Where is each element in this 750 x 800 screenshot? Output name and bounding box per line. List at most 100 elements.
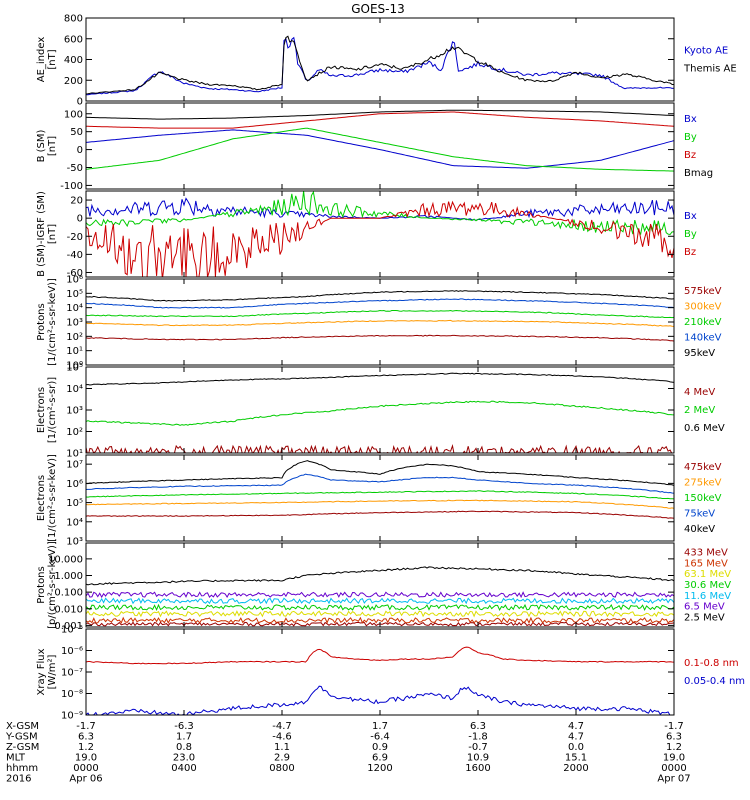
series-group [86,109,674,172]
ytick-label: -100 [60,181,83,192]
series-line-0 [86,334,674,342]
legend-entry: 63.1 MeV [684,569,731,580]
legend-entry: 95keV [684,348,715,359]
legend-entry: 0.05-0.4 nm [684,676,745,687]
ephemeris-value: -0.7 [468,742,488,753]
ytick-label: 200 [64,76,83,87]
legend-entry: 433 MeV [684,547,728,558]
ytick-label: 10⁶ [66,275,83,286]
ephemeris-value: 1200 [367,763,392,774]
legend-entry: 2 MeV [684,405,715,416]
ytick-label: 0 [77,145,83,156]
ephemeris-value: 1.7 [176,732,192,743]
legend-entry: 40keV [684,524,715,535]
legend-entry: 475keV [684,462,722,473]
panel-protons: 10⁰ 10¹ 10² 10³ 10⁴ 10⁵ 10⁶ Protons[1/(cm²-s-sr… [36,275,722,372]
series-group [86,566,674,627]
ephemeris-row-label: Z-GSM [6,742,39,753]
series-group [86,35,674,96]
ytick-label: 10⁴ [66,517,83,528]
ytick-label: 100 [64,109,83,120]
ytick-label: 800 [64,14,83,25]
series-line-1 [86,127,674,172]
ytick-label: 10² [66,427,83,438]
ephemeris-value: 15.1 [565,753,587,764]
ytick-label: 0.001 [54,621,83,632]
series-line-1 [86,400,674,426]
series-line-5 [86,591,674,599]
legend-entry: 75keV [684,509,715,520]
ephemeris-value: -6.3 [174,721,194,732]
series-line-3 [86,109,674,120]
legend-entry: 4 MeV [684,387,715,398]
legend-entry: Bx [684,211,697,222]
ytick-label: -40 [67,250,83,261]
series-group [86,372,674,453]
ytick-label: 0.010 [54,604,83,615]
panel-frame [85,102,675,190]
ytick-label: 600 [64,34,83,45]
ytick-label: 20 [70,196,83,207]
series-line-0 [86,646,674,665]
legend-entry: By [684,132,697,143]
ytick-label: 10⁻⁹ [61,711,83,722]
ytick-label: -20 [67,232,83,243]
series-line-0 [86,36,674,96]
ytick-label: 10⁰ [66,361,83,372]
series-group [86,646,674,715]
ephemeris-value: 6.3 [666,732,682,743]
series-line-0 [86,129,674,169]
ytick-label: 10⁻⁵ [61,625,83,636]
legend-entry: 11.6 MeV [684,591,731,602]
ephemeris-value: -1.8 [468,732,488,743]
legend-entry: Themis AE [683,64,737,75]
ephemeris-value: -1.7 [76,721,96,732]
ytick-label: 10⁻⁶ [61,646,83,657]
ephemeris-value: 1.2 [666,742,682,753]
ephemeris-value: 2.9 [274,753,290,764]
ytick-label: 50 [70,127,83,138]
series-line-0 [86,197,674,221]
ytick-label: 10⁴ [66,303,83,314]
series-line-2 [86,372,674,386]
ylabel: Electrons[1/(cm²-s-sr)] [36,377,58,443]
ephemeris-value: 6.3 [78,732,94,743]
ephemeris-value: 19.0 [75,753,97,764]
ephemeris-value: 4.7 [568,721,584,732]
ephemeris-value: 0000 [73,763,98,774]
ytick-label: 400 [64,55,83,66]
ephemeris-value: 0000 [661,763,686,774]
legend-entry: Bz [684,247,696,258]
ytick-label: 10¹ [66,449,83,460]
ytick-label: 1.000 [54,571,83,582]
ephemeris-value: 6.9 [372,753,388,764]
series-line-4 [86,290,674,302]
series-line-2 [86,111,674,129]
ytick-label: 0.100 [54,588,83,599]
legend-entry: Kyoto AE [684,46,728,57]
ytick-label: 0 [77,97,83,108]
ytick-label: 10³ [66,406,83,417]
ylabel: B (SM)[nT] [36,129,58,162]
series-line-3 [86,603,674,612]
ephemeris-value: 1.7 [372,721,388,732]
panel-frame [85,454,675,542]
series-line-1 [86,191,674,236]
legend-entry: 2.5 MeV [684,613,725,624]
series-line-1 [86,319,674,327]
ytick-label: 10¹ [66,346,83,357]
legend-entry: 30.6 MeV [684,580,731,591]
legend-entry: 575keV [684,286,722,297]
series-line-3 [86,298,674,309]
ephemeris-row-label: MLT [6,753,26,764]
ytick-label: 10⁻⁷ [61,668,83,679]
legend-entry: By [684,229,697,240]
series-group [86,460,674,519]
ytick-label: 10⁷ [66,460,83,471]
legend-entry: Bz [684,150,696,161]
ephemeris-value: 19.0 [663,753,685,764]
ylabel: Electrons[1/(cm²-s-sr-keV)] [36,454,58,542]
ytick-label: 0 [77,214,83,225]
series-group [86,191,674,277]
